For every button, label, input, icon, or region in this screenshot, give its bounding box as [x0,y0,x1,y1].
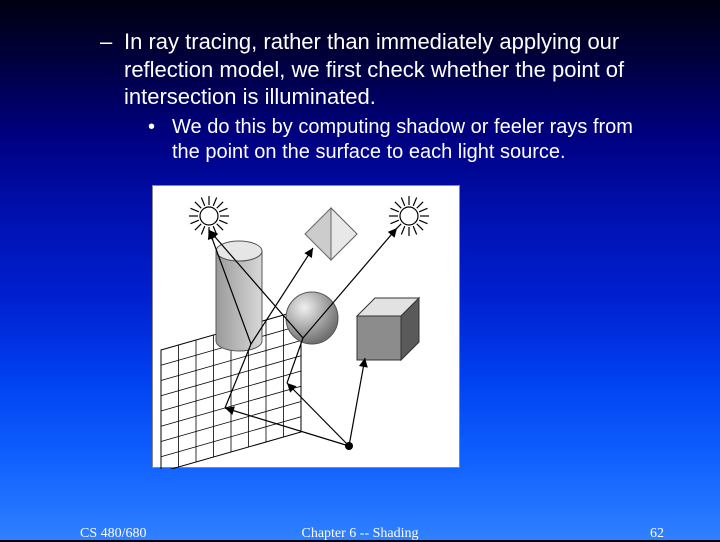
sub-bullet: • We do this by computing shadow or feel… [148,115,650,165]
sub-bullet-text: We do this by computing shadow or feeler… [172,115,650,165]
main-bullet: – In ray tracing, rather than immediatel… [100,28,660,111]
dash-marker: – [100,28,124,111]
raytracing-diagram [152,185,460,468]
dot-marker: • [148,115,172,165]
main-bullet-text: In ray tracing, rather than immediately … [124,28,660,111]
slide: – In ray tracing, rather than immediatel… [0,0,720,540]
